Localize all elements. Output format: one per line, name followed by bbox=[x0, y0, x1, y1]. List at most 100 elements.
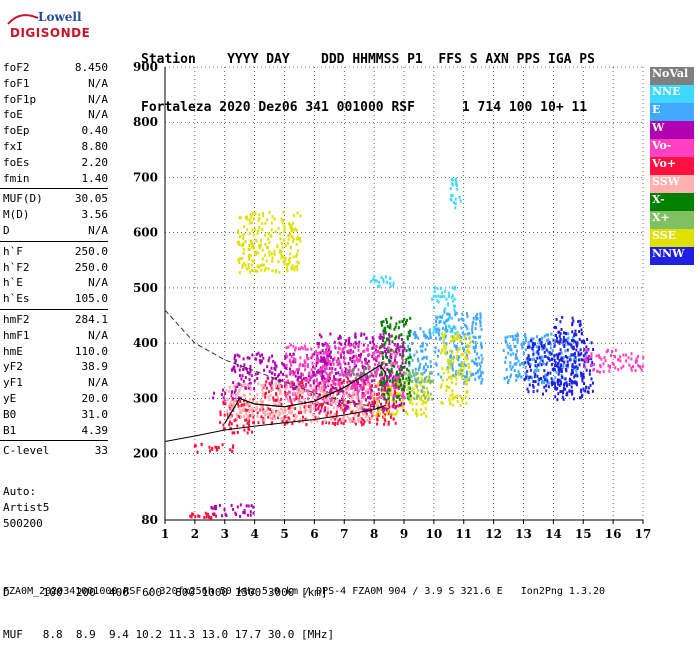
echo-point bbox=[527, 362, 530, 366]
echo-point bbox=[230, 399, 233, 403]
echo-point bbox=[408, 391, 411, 395]
echo-point bbox=[379, 383, 382, 386]
echo-point bbox=[264, 383, 267, 387]
echo-point bbox=[560, 328, 563, 331]
echo-point bbox=[396, 344, 399, 348]
echo-point bbox=[385, 348, 388, 351]
echo-point bbox=[451, 389, 454, 393]
echo-point bbox=[433, 306, 435, 310]
echo-point bbox=[526, 345, 529, 349]
echo-point bbox=[244, 367, 247, 370]
echo-point bbox=[614, 366, 617, 370]
echo-point bbox=[363, 349, 366, 353]
echo-point bbox=[276, 384, 279, 388]
echo-point bbox=[455, 370, 458, 374]
echo-point bbox=[560, 382, 563, 386]
echo-point bbox=[440, 383, 443, 387]
echo-point bbox=[419, 362, 422, 366]
echo-point bbox=[237, 229, 239, 233]
echo-point bbox=[330, 370, 333, 374]
echo-point bbox=[332, 395, 335, 399]
echo-point bbox=[249, 212, 252, 216]
echo-point bbox=[510, 367, 513, 371]
echo-point bbox=[291, 264, 294, 268]
echo-point bbox=[333, 389, 336, 393]
echo-point bbox=[267, 232, 270, 236]
echo-point bbox=[346, 380, 349, 384]
echo-point bbox=[579, 353, 582, 357]
echo-point bbox=[403, 317, 406, 321]
echo-point bbox=[517, 333, 520, 337]
echo-point bbox=[245, 412, 248, 415]
echo-point bbox=[449, 349, 452, 353]
echo-point bbox=[516, 338, 519, 341]
echo-point bbox=[509, 348, 512, 352]
echo-point bbox=[480, 353, 483, 357]
echo-point bbox=[309, 384, 312, 388]
echo-point bbox=[436, 315, 439, 319]
echo-point bbox=[435, 316, 438, 320]
echo-point bbox=[419, 327, 422, 330]
echo-point bbox=[229, 407, 232, 411]
echo-point bbox=[400, 337, 403, 341]
echo-point bbox=[406, 382, 409, 386]
echo-point bbox=[435, 323, 438, 327]
echo-point bbox=[456, 332, 459, 336]
echo-point bbox=[432, 331, 435, 335]
echo-point bbox=[445, 345, 447, 349]
echo-point bbox=[379, 333, 382, 337]
echo-point bbox=[223, 508, 226, 511]
echo-point bbox=[389, 326, 392, 330]
echo-point bbox=[414, 371, 417, 375]
echo-point bbox=[414, 377, 417, 381]
echo-point bbox=[440, 385, 442, 389]
echo-point bbox=[337, 392, 340, 396]
echo-point bbox=[443, 344, 445, 348]
legend-item: X+ bbox=[650, 211, 694, 229]
echo-point bbox=[333, 377, 336, 381]
echo-point bbox=[293, 268, 296, 272]
echo-point bbox=[420, 395, 423, 398]
echo-point bbox=[277, 379, 280, 383]
echo-point bbox=[361, 388, 364, 392]
echo-point bbox=[464, 363, 467, 367]
echo-point bbox=[592, 381, 594, 385]
echo-point bbox=[280, 250, 283, 254]
echo-point bbox=[545, 333, 548, 337]
echo-point bbox=[248, 218, 251, 222]
echo-point bbox=[251, 245, 254, 249]
echo-point bbox=[291, 380, 294, 384]
echo-point bbox=[441, 326, 444, 330]
echo-point bbox=[259, 245, 261, 249]
param-row: B1 4.39 bbox=[0, 423, 108, 439]
echo-point bbox=[294, 358, 297, 362]
echo-point bbox=[434, 327, 437, 330]
echo-point bbox=[479, 343, 482, 347]
echo-point bbox=[393, 386, 395, 390]
echo-point bbox=[272, 414, 275, 418]
echo-point bbox=[334, 367, 337, 371]
echo-point bbox=[576, 374, 579, 378]
echo-point bbox=[253, 387, 256, 391]
echo-point bbox=[395, 322, 398, 326]
echo-point bbox=[241, 263, 244, 267]
echo-point bbox=[447, 303, 450, 307]
echo-point bbox=[296, 211, 299, 215]
echo-point bbox=[299, 214, 302, 218]
echo-point bbox=[515, 378, 518, 382]
echo-point bbox=[397, 404, 400, 408]
echo-point bbox=[190, 515, 193, 519]
echo-point bbox=[256, 415, 259, 419]
echo-point bbox=[380, 407, 382, 411]
echo-point bbox=[329, 417, 332, 421]
echo-point bbox=[450, 296, 453, 300]
x-tick-label: 8 bbox=[370, 527, 378, 541]
echo-point bbox=[475, 344, 477, 348]
echo-point bbox=[396, 376, 399, 380]
echo-point bbox=[399, 400, 402, 404]
echo-point bbox=[281, 361, 284, 365]
echo-point bbox=[382, 356, 384, 360]
echo-point bbox=[353, 404, 356, 407]
echo-point bbox=[443, 310, 446, 314]
echo-point bbox=[554, 395, 557, 399]
